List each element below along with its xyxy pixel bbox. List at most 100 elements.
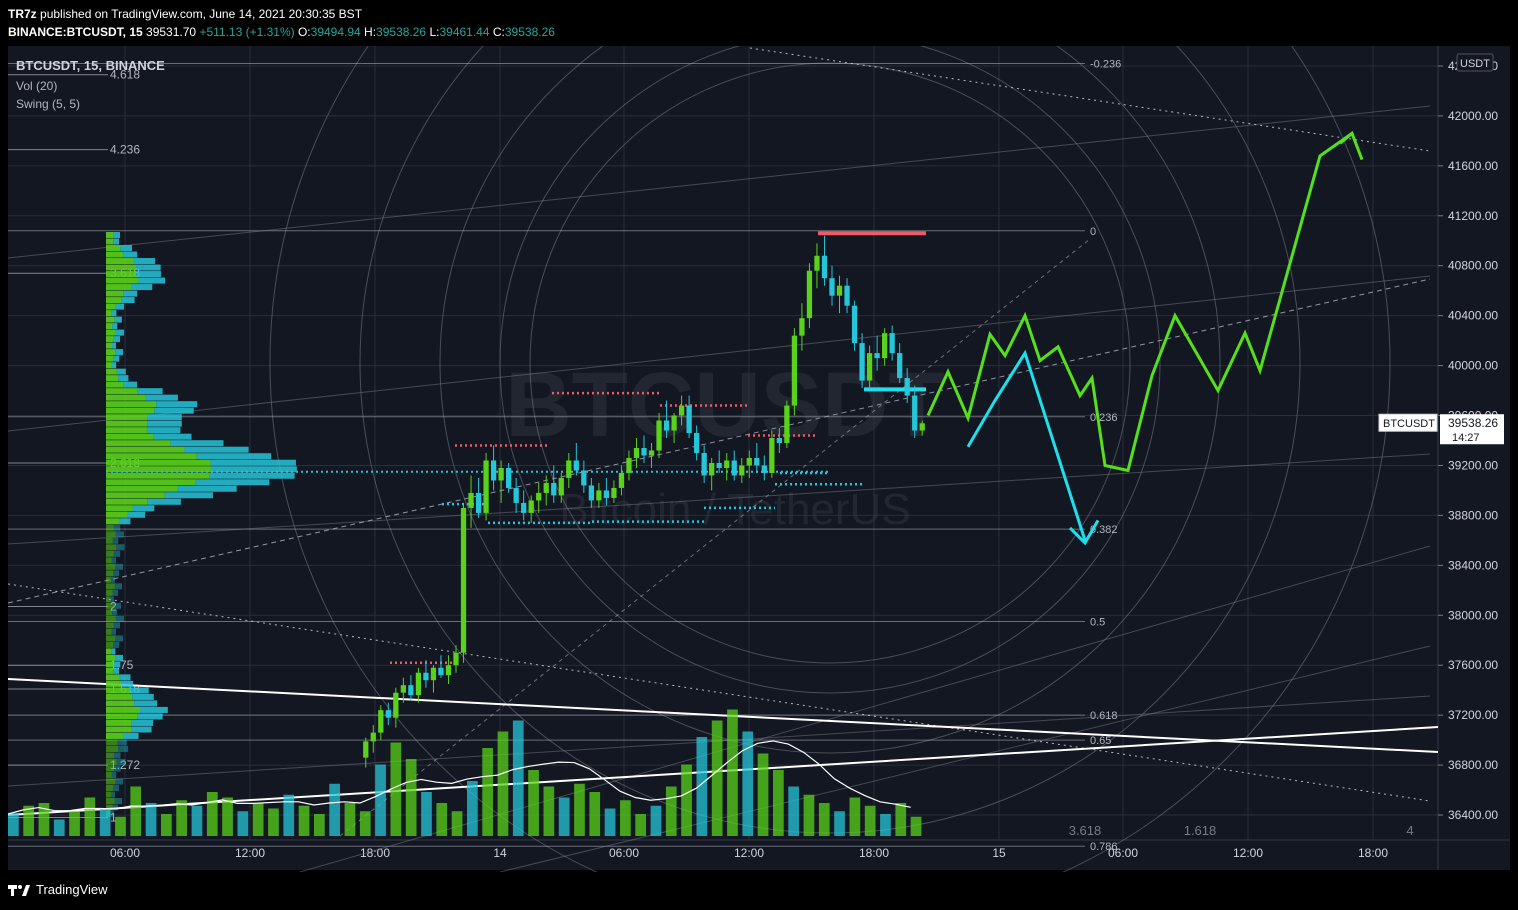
volume-profile-up-bar <box>106 745 119 752</box>
candle-body <box>897 353 903 379</box>
volume-profile-down-bar <box>132 505 155 512</box>
indicator-legend: BTCUSDT, 15, BINANCE Vol (20) Swing (5, 5) <box>16 58 165 111</box>
candle-body <box>919 423 925 431</box>
volume-profile-up-bar <box>106 323 113 330</box>
volume-profile-down-bar <box>115 563 124 570</box>
fib-arc <box>499 46 1161 694</box>
volume-profile-up-bar <box>106 310 112 317</box>
x-tick-label: 06:00 <box>110 846 140 860</box>
fib-extension-label: 1 <box>110 811 117 825</box>
volume-profile-down-bar <box>116 368 126 375</box>
volume-profile-up-bar <box>106 232 114 239</box>
x-tick-label: 06:00 <box>609 846 639 860</box>
volume-bar <box>696 737 708 836</box>
volume-profile-down-bar <box>113 336 121 343</box>
volume-bar <box>191 805 203 836</box>
volume-profile-down-bar <box>120 680 134 687</box>
volume-profile-up-bar <box>106 628 112 635</box>
volume-profile-up-bar <box>106 264 137 271</box>
candle-body <box>558 477 564 496</box>
y-tick-label: 39200.00 <box>1448 458 1498 472</box>
volume-profile-up-bar <box>106 453 197 460</box>
volume-profile-down-bar <box>113 524 121 531</box>
candle-body <box>581 470 587 486</box>
volume-profile-down-bar <box>116 758 126 765</box>
y-tick-label: 40400.00 <box>1448 309 1498 323</box>
candle-body <box>611 487 617 498</box>
footer-bar: TradingView <box>0 872 1518 910</box>
volume-bar <box>650 805 662 836</box>
volume-profile-down-bar <box>132 693 154 700</box>
volume-bar <box>206 792 218 836</box>
fib-retracement-label: 0 <box>1090 226 1096 238</box>
volume-profile-up-bar <box>106 297 122 304</box>
candle-body <box>603 490 610 498</box>
candle-body <box>739 465 745 476</box>
x-tick-label: 12:00 <box>734 846 764 860</box>
volume-profile-up-bar <box>106 433 154 440</box>
volume-profile-down-bar <box>110 576 116 583</box>
volume-profile-up-bar <box>106 394 146 401</box>
volume-bar <box>375 764 386 836</box>
candle-body <box>430 667 437 681</box>
plot-background <box>8 46 1438 840</box>
channel-line <box>7 275 1431 432</box>
candle-body <box>709 462 715 476</box>
candle-body <box>363 741 369 758</box>
time-fib-label: 4 <box>1406 823 1413 838</box>
cyan-prediction-path <box>966 349 1087 541</box>
volume-profile-down-bar <box>115 531 124 538</box>
volume-profile-down-bar <box>123 381 138 388</box>
author-name[interactable]: TR7z <box>8 7 37 21</box>
tradingview-logo[interactable]: TradingView <box>8 882 108 897</box>
volume-profile-down-bar <box>112 804 119 811</box>
volume-bar <box>145 803 157 836</box>
candle-body <box>829 278 835 296</box>
price-chart[interactable]: 42400.0042000.0041600.0041200.0040800.00… <box>0 46 1518 872</box>
volume-profile-up-bar <box>106 798 115 805</box>
x-tick-label: 14 <box>493 846 507 860</box>
volume-profile-down-bar <box>210 466 297 473</box>
time-axis-background <box>8 840 1510 870</box>
volume-bar <box>711 720 723 836</box>
volume-profile-up-bar <box>106 700 135 707</box>
volume-profile-down-bar <box>156 401 198 408</box>
volume-profile-down-bar <box>133 258 156 265</box>
volume-profile-up-bar <box>106 550 114 557</box>
volume-bar <box>115 816 126 836</box>
volume-bar <box>451 811 463 836</box>
fib-retracement-label: -0.236 <box>1090 58 1121 70</box>
volume-profile-down-bar <box>111 628 117 635</box>
candle-body <box>566 460 572 478</box>
volume-bar <box>8 814 19 836</box>
candle-body <box>724 460 730 468</box>
volume-profile-up-bar <box>106 557 112 564</box>
volume-profile-up-bar <box>106 674 120 681</box>
descending-trend-line <box>7 678 1439 753</box>
volume-profile-down-bar <box>111 648 116 655</box>
volume-profile-down-bar <box>113 238 120 245</box>
candle-body <box>716 462 722 468</box>
volume-profile-down-bar <box>119 518 131 525</box>
volume-bar <box>314 814 325 836</box>
y-tick-label: 40800.00 <box>1448 259 1498 273</box>
volume-bar <box>880 814 891 836</box>
volume-profile-down-bar <box>127 511 146 518</box>
volume-bar <box>864 805 876 836</box>
volume-profile-down-bar <box>111 557 117 564</box>
volume-profile-down-bar <box>115 329 125 336</box>
candle-body <box>588 485 594 501</box>
volume-profile-down-bar <box>111 310 117 317</box>
candle-body <box>678 405 685 416</box>
volume-profile-up-bar <box>106 245 121 252</box>
volume-profile-up-bar <box>106 713 138 720</box>
y-tick-label: 37600.00 <box>1448 658 1498 672</box>
volume-bar <box>512 720 524 836</box>
volume-profile-up-bar <box>106 583 115 590</box>
volume-profile-down-bar <box>114 602 122 609</box>
x-tick-label: 15 <box>992 846 1006 860</box>
volume-profile-up-bar <box>106 420 148 427</box>
volume-bar <box>161 814 172 836</box>
volume-profile-down-bar <box>111 362 117 369</box>
candle-body <box>468 492 474 508</box>
